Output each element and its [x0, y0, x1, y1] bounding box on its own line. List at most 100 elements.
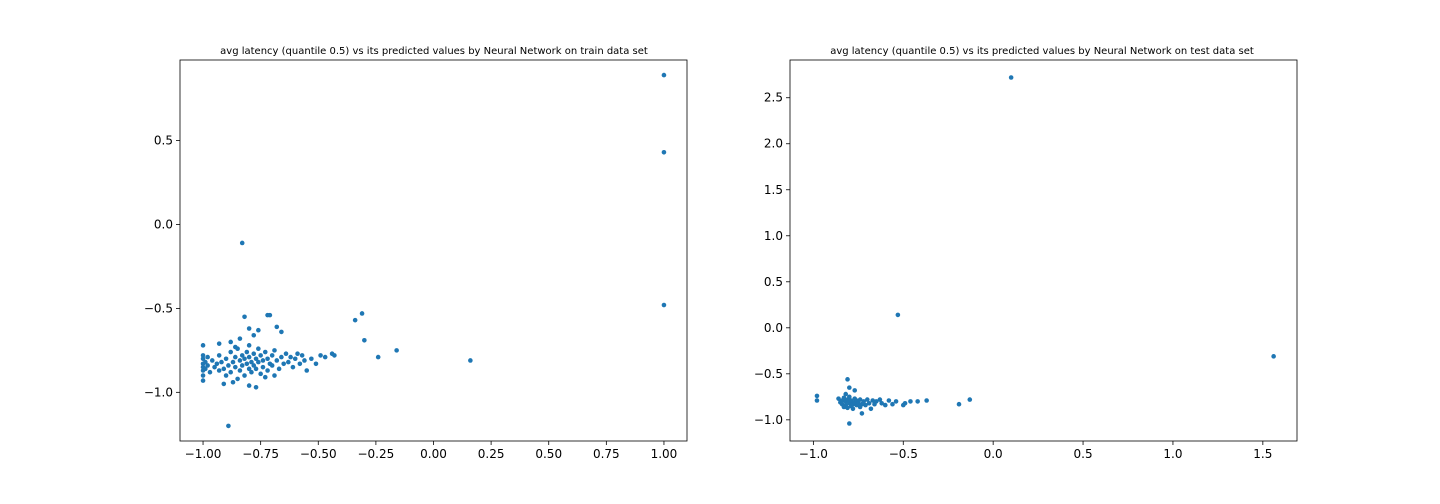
test-data-point — [845, 377, 850, 382]
train-data-point — [221, 381, 227, 387]
train-data-point — [246, 366, 252, 372]
train-data-point — [279, 354, 284, 360]
train-data-point — [295, 351, 300, 357]
train-data-point — [256, 346, 261, 351]
train-x-tick-label: −0.25 — [357, 447, 394, 461]
test-data-point — [814, 398, 820, 403]
train-x-tick-label: −1.00 — [185, 447, 222, 461]
test-data-point — [870, 398, 875, 403]
train-data-point — [394, 348, 399, 353]
test-data-point — [879, 400, 884, 406]
train-data-point — [332, 353, 337, 358]
train-data-point — [205, 363, 210, 368]
train-data-point — [352, 317, 358, 323]
train-data-point — [249, 369, 254, 375]
train-data-point — [468, 358, 473, 363]
test-data-point — [852, 388, 858, 393]
test-data-point — [865, 397, 870, 402]
test-data-point — [847, 394, 852, 400]
test-data-point — [924, 398, 929, 403]
test-data-point — [895, 312, 901, 318]
train-data-point — [269, 353, 275, 358]
train-data-point — [230, 379, 236, 385]
train-x-tick-label: 0.75 — [593, 447, 620, 461]
train-data-point — [297, 361, 303, 367]
test-data-point — [847, 421, 852, 426]
train-data-point — [223, 373, 229, 378]
train-data-point — [200, 378, 206, 383]
train-data-point — [246, 343, 252, 348]
train-data-point — [228, 349, 233, 355]
train-y-tick-label: 0.5 — [154, 134, 173, 148]
test-data-point — [890, 401, 895, 407]
test-data-point — [874, 399, 879, 404]
train-y-tick-label: −0.5 — [144, 301, 173, 315]
test-data-point — [915, 399, 920, 404]
train-data-point — [362, 338, 367, 343]
train-data-point — [279, 329, 284, 335]
train-data-point — [265, 356, 270, 362]
train-x-tick-label: 0.50 — [535, 447, 562, 461]
train-data-point — [246, 354, 252, 360]
train-data-point — [244, 349, 250, 355]
train-x-tick-label: 0.00 — [420, 447, 447, 461]
train-data-point — [200, 343, 206, 348]
test-data-point — [1271, 354, 1276, 359]
test-data-point — [843, 391, 849, 397]
train-data-point — [290, 364, 296, 370]
train-data-point — [239, 363, 245, 368]
train-data-point — [256, 359, 261, 365]
test-data-point — [814, 393, 820, 399]
train-data-point — [258, 371, 263, 377]
train-data-point — [216, 353, 222, 358]
train-data-point — [239, 353, 245, 358]
test-data-point — [836, 396, 841, 401]
test-data-point — [1008, 75, 1014, 80]
train-x-tick-label: −0.50 — [300, 447, 337, 461]
train-data-point — [226, 423, 231, 429]
train-data-point — [313, 361, 319, 367]
train-data-point — [233, 354, 238, 360]
test-x-tick-label: 1.5 — [1253, 447, 1272, 461]
test-axes-frame — [789, 59, 1298, 442]
train-data-point — [246, 326, 252, 331]
train-data-point — [221, 366, 227, 372]
test-x-tick-label: 0.0 — [984, 447, 1003, 461]
train-plot-area: −1.00 −0.75 −0.50 −0.25 0.00 0.25 0.50 0.75 1.00… — [144, 59, 688, 461]
test-chart-title: avg latency (quantile 0.5) vs its predic… — [830, 46, 1254, 57]
train-data-point — [244, 361, 250, 367]
train-data-point — [269, 363, 275, 368]
train-data-point — [242, 356, 247, 362]
train-data-point — [292, 356, 298, 362]
test-y-tick-label: 0.0 — [764, 321, 783, 335]
train-data-point — [246, 383, 252, 388]
train-data-point — [265, 368, 270, 373]
train-data-point — [274, 324, 280, 330]
train-data-point — [200, 353, 206, 358]
test-data-point — [861, 399, 867, 404]
train-data-point — [237, 358, 243, 363]
train-data-point — [203, 359, 208, 365]
train-data-point — [237, 336, 243, 341]
train-data-point — [256, 327, 261, 333]
train-data-point — [272, 373, 277, 378]
train-data-point — [228, 369, 233, 375]
test-y-tick-label: 0.5 — [764, 275, 783, 289]
train-data-point — [228, 339, 233, 345]
test-data-point — [841, 395, 847, 401]
train-data-point — [302, 358, 307, 363]
test-x-tick-label: 1.0 — [1163, 447, 1182, 461]
train-data-point — [322, 354, 328, 360]
train-data-point — [375, 354, 381, 360]
test-x-tick-label: 0.5 — [1074, 447, 1093, 461]
train-data-point — [299, 353, 305, 358]
test-y-tick-label: 2.0 — [764, 137, 783, 151]
train-data-point — [661, 150, 667, 155]
train-data-point — [251, 332, 257, 338]
test-data-point — [882, 402, 888, 408]
test-data-point — [845, 405, 850, 411]
train-data-point — [283, 351, 289, 357]
test-data-point — [856, 400, 861, 406]
test-data-point — [868, 406, 874, 412]
